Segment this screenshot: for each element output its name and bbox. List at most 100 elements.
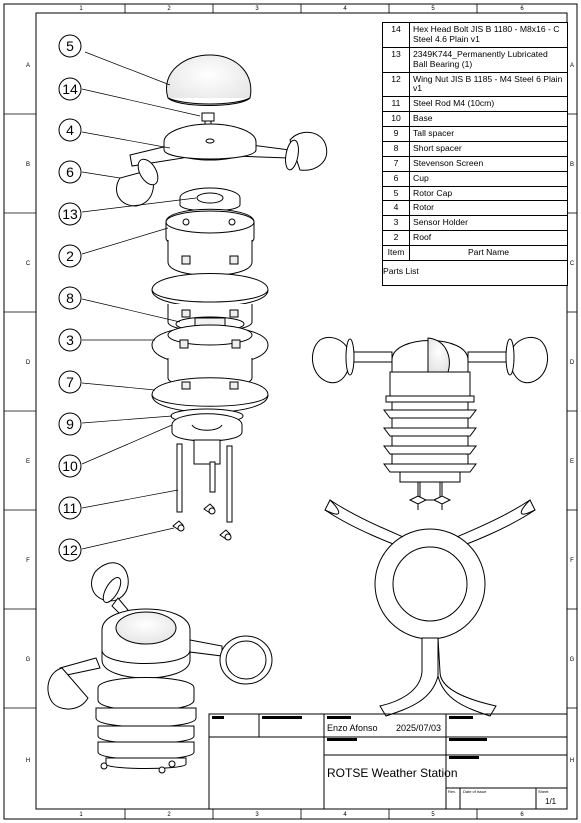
zone-col-bottom: 1 — [79, 812, 83, 818]
part-name: Short spacer — [413, 142, 462, 153]
drawing-date: 2025/07/03 — [396, 723, 442, 733]
zone-col-top: 6 — [520, 6, 524, 12]
balloon-number: 4 — [66, 122, 74, 138]
balloon: 14 — [58, 77, 82, 101]
parts-list-row: 3 Sensor Holder — [383, 216, 567, 232]
part-name: Rotor Cap — [413, 187, 453, 198]
balloon-number: 7 — [66, 374, 74, 390]
balloon-number: 11 — [63, 500, 78, 516]
balloon: 2 — [58, 244, 82, 268]
rotor-cap-part — [166, 54, 252, 106]
zone-row-right: H — [570, 758, 574, 764]
part-name: Sensor Holder — [413, 217, 468, 228]
item-number: 6 — [383, 171, 410, 186]
part-name: Cup — [413, 172, 429, 183]
zone-row-left: B — [26, 162, 30, 168]
balloon-number: 10 — [62, 458, 78, 474]
item-number: 14 — [383, 23, 410, 47]
item-number: 11 — [383, 97, 410, 112]
zone-col-top: 2 — [167, 6, 171, 12]
item-balloons: 5 14 4 6 13 2 8 3 7 9 10 11 12 — [58, 34, 82, 562]
author-name: Enzo Afonso — [327, 723, 378, 733]
parts-list-row: 8 Short spacer — [383, 141, 567, 157]
zone-col-top: 1 — [79, 6, 83, 12]
zone-col-top: 4 — [343, 6, 347, 12]
balloon: 3 — [58, 328, 82, 352]
item-number: 8 — [383, 141, 410, 156]
title-block-fills — [212, 716, 487, 759]
part-name: Rotor — [413, 202, 435, 213]
title-block — [208, 713, 568, 810]
zone-row-left: E — [26, 459, 30, 465]
balloon: 12 — [58, 538, 82, 562]
parts-list-row: 12 Wing Nut JIS B 1185 - M4 Steel 6 Plain… — [383, 72, 567, 98]
balloon-number: 9 — [66, 416, 74, 432]
zone-col-top: 3 — [255, 6, 259, 12]
parts-list-row: 10 Base — [383, 112, 567, 127]
item-number: 13 — [383, 47, 410, 72]
balloon: 4 — [58, 118, 82, 142]
balloon: 11 — [58, 496, 82, 520]
zone-col-top: 5 — [431, 6, 435, 12]
sheet-label: Sheet — [538, 789, 549, 794]
zone-row-left: H — [26, 758, 30, 764]
parts-list-title: Parts List — [383, 265, 419, 276]
part-name: Tall spacer — [413, 128, 455, 138]
zone-row-left: A — [26, 63, 30, 69]
zone-row-right: C — [570, 261, 575, 267]
zone-col-bottom: 2 — [167, 812, 171, 818]
item-header: Item — [383, 246, 410, 260]
part-name: Steel Rod M4 (10cm) — [413, 98, 495, 109]
balloon: 13 — [58, 202, 82, 226]
parts-list-row: 4 Rotor — [383, 201, 567, 217]
item-number: 12 — [383, 72, 410, 97]
date-of-issue-label: Date of issue — [463, 789, 487, 794]
parts-list-row: 7 Stevenson Screen — [383, 156, 567, 172]
balloon-number: 6 — [66, 164, 74, 180]
rod-part — [176, 443, 233, 523]
part-name: 2349K744_Permanently Lubricated Ball Bea… — [413, 48, 548, 69]
parts-list: 14 Hex Head Bolt JIS B 1180 - M8x16 - C S… — [382, 22, 568, 286]
part-name-header: Part Name — [467, 247, 510, 257]
item-number: 9 — [383, 127, 410, 141]
balloon-number: 3 — [66, 332, 74, 348]
balloon-number: 13 — [62, 206, 78, 222]
cup-part — [116, 131, 328, 207]
parts-list-header: Item Part Name — [383, 246, 567, 261]
parts-list-row: 13 2349K744_Permanently Lubricated Ball B… — [383, 47, 567, 73]
balloon-number: 2 — [66, 248, 74, 264]
balloon: 9 — [58, 412, 82, 436]
balloon-number: 12 — [62, 542, 78, 558]
drawing-title: ROTSE Weather Station — [327, 766, 458, 780]
part-name: Stevenson Screen — [413, 157, 484, 168]
balloon-number: 5 — [66, 38, 74, 54]
zone-row-left: C — [26, 261, 31, 267]
zone-col-bottom: 5 — [431, 812, 435, 818]
zone-row-right: G — [570, 657, 575, 663]
balloon: 5 — [58, 34, 82, 58]
parts-list-row: 9 Tall spacer — [383, 127, 567, 142]
item-number: 5 — [383, 186, 410, 201]
item-number: 7 — [383, 156, 410, 171]
iso-view — [47, 562, 273, 774]
zone-markers — [4, 4, 577, 819]
balloon: 7 — [58, 370, 82, 394]
part-name: Base — [413, 113, 433, 124]
zone-row-right: B — [570, 162, 574, 168]
zone-row-right: E — [570, 459, 574, 465]
leader-lines — [81, 51, 201, 550]
wing-nut-part — [172, 503, 232, 541]
front-view — [312, 336, 548, 510]
balloon: 8 — [58, 286, 82, 310]
balloon: 10 — [58, 454, 82, 478]
part-name: Hex Head Bolt JIS B 1180 - M8x16 - C Ste… — [413, 24, 560, 44]
exploded-view — [116, 54, 328, 541]
zone-col-bottom: 3 — [255, 812, 259, 818]
bearing-part — [179, 187, 241, 212]
balloon: 6 — [58, 160, 82, 184]
zone-row-right: D — [570, 360, 575, 366]
screen-part — [151, 377, 269, 413]
parts-list-row: 11 Steel Rod M4 (10cm) — [383, 97, 567, 113]
base-part — [170, 408, 244, 465]
